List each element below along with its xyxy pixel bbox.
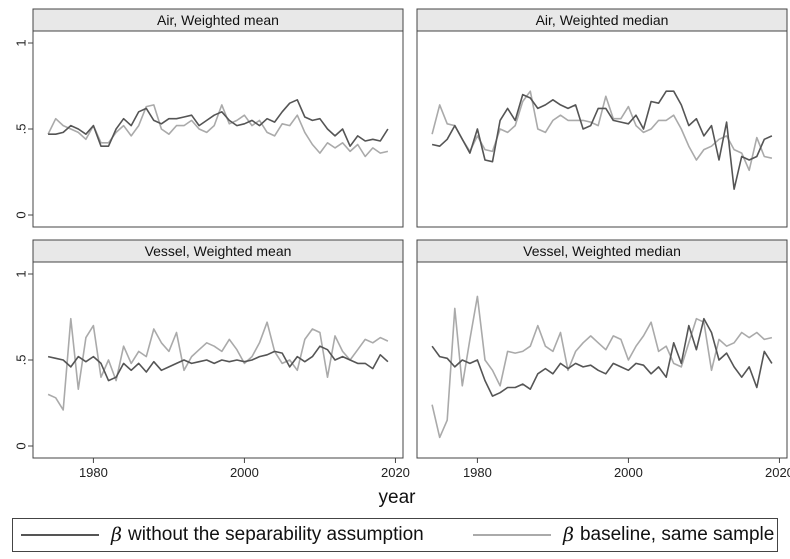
legend-item-baseline: β baseline, same sample	[473, 519, 774, 551]
series-line-without-the-separability-assumption	[431, 317, 773, 397]
y-tick-label: 1	[14, 39, 29, 46]
x-tick-label: 2020	[381, 465, 410, 480]
x-tick-label: 2020	[765, 465, 790, 480]
legend-item-without-separability: β without the separability assumption	[21, 519, 424, 551]
y-tick-label: 0	[14, 442, 29, 449]
series-line-baseline-same-sample	[431, 295, 773, 439]
panel-vessel-weighted-median: Vessel, Weighted median 1980 2000 2020	[416, 239, 790, 480]
series-line-baseline-same-sample	[47, 104, 389, 158]
panel-title: Vessel, Weighted mean	[145, 243, 292, 259]
series-line-without-the-separability-assumption	[431, 90, 773, 190]
panel-air-weighted-mean: Air, Weighted mean 0 .5 1	[14, 8, 404, 228]
legend-symbol: β	[111, 524, 122, 546]
legend-swatch-light	[473, 534, 551, 536]
plot-frame	[416, 261, 788, 459]
y-tick-label: 1	[14, 270, 29, 277]
x-tick-label: 1980	[79, 465, 108, 480]
panel-title: Vessel, Weighted median	[523, 243, 681, 259]
x-axis-label: year	[379, 487, 417, 508]
plot-frame	[416, 30, 788, 228]
series-line-baseline-same-sample	[47, 317, 389, 411]
legend-swatch-dark	[21, 534, 99, 536]
x-tick-label: 2000	[614, 465, 643, 480]
x-tick-label: 2000	[230, 465, 259, 480]
panel-title: Air, Weighted median	[536, 12, 669, 28]
series-line-without-the-separability-assumption	[47, 345, 389, 382]
y-tick-label: .5	[14, 124, 29, 135]
y-tick-label: 0	[14, 211, 29, 218]
legend-label: baseline, same sample	[579, 524, 775, 545]
legend: β without the separability assumption β …	[12, 518, 778, 552]
panel-title: Air, Weighted mean	[157, 12, 279, 28]
plot-frame	[32, 261, 404, 459]
plot-frame	[32, 30, 404, 228]
panel-air-weighted-median: Air, Weighted median	[416, 8, 788, 228]
legend-label: without the separability assumption	[127, 524, 424, 545]
legend-symbol: β	[563, 524, 574, 546]
x-tick-label: 1980	[463, 465, 492, 480]
series-line-without-the-separability-assumption	[48, 99, 389, 147]
panel-vessel-weighted-mean: Vessel, Weighted mean 0 .5 1 1980 2000 2020	[14, 239, 410, 480]
y-tick-label: .5	[14, 355, 29, 366]
